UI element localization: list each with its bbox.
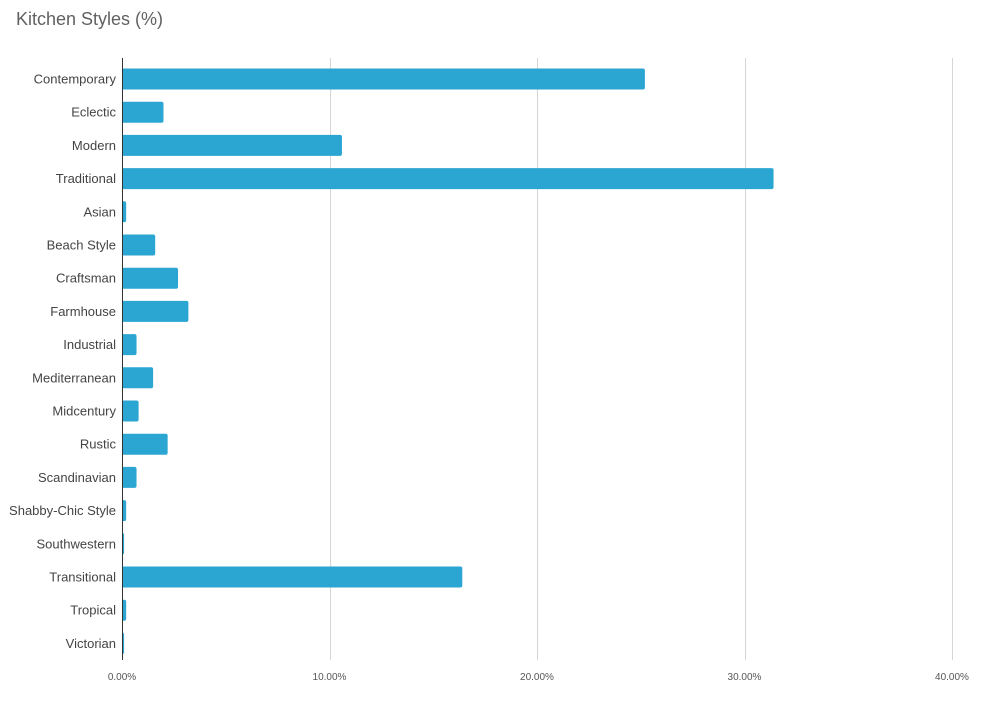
bar xyxy=(122,599,127,621)
category-label: Modern xyxy=(72,138,116,153)
category-label: Mediterranean xyxy=(32,370,116,385)
x-tick-label: 40.00% xyxy=(935,672,969,683)
bar xyxy=(122,334,137,356)
category-label: Traditional xyxy=(56,171,116,186)
category-label: Rustic xyxy=(80,437,117,452)
bar xyxy=(122,267,179,289)
bars xyxy=(122,68,774,654)
x-tick-label: 20.00% xyxy=(520,672,554,683)
x-tick-labels: 0.00% 10.00% 20.00% 30.00% 40.00% xyxy=(108,672,969,683)
bar xyxy=(122,101,164,123)
bar xyxy=(122,367,154,389)
category-label: Beach Style xyxy=(47,238,116,253)
bar xyxy=(122,500,127,522)
bar xyxy=(122,566,463,588)
x-tick-label: 0.00% xyxy=(108,672,136,683)
bar xyxy=(122,134,342,156)
category-label: Shabby-Chic Style xyxy=(9,503,116,518)
category-label: Southwestern xyxy=(37,536,117,551)
bar xyxy=(122,400,139,422)
category-label: Scandinavian xyxy=(38,470,116,485)
category-label: Midcentury xyxy=(52,404,116,419)
bar xyxy=(122,201,127,223)
x-tick-label: 30.00% xyxy=(728,672,762,683)
category-label: Transitional xyxy=(49,570,116,585)
category-label: Craftsman xyxy=(56,271,116,286)
x-tick-label: 10.00% xyxy=(313,672,347,683)
bar xyxy=(122,433,168,455)
category-label: Tropical xyxy=(70,603,116,618)
category-label: Contemporary xyxy=(34,72,117,87)
bar xyxy=(122,68,645,90)
category-label: Victorian xyxy=(66,636,116,651)
bar xyxy=(122,234,156,256)
bar xyxy=(122,168,774,190)
category-label: Eclectic xyxy=(71,105,116,120)
category-label: Industrial xyxy=(63,337,116,352)
category-label: Asian xyxy=(83,204,116,219)
category-labels: Contemporary Eclectic Modern Traditional Asi… xyxy=(9,72,116,651)
bar xyxy=(122,300,189,322)
chart-title: Kitchen Styles (%) xyxy=(16,9,164,29)
grid-lines xyxy=(330,58,953,660)
category-label: Farmhouse xyxy=(50,304,116,319)
bar xyxy=(122,466,137,488)
